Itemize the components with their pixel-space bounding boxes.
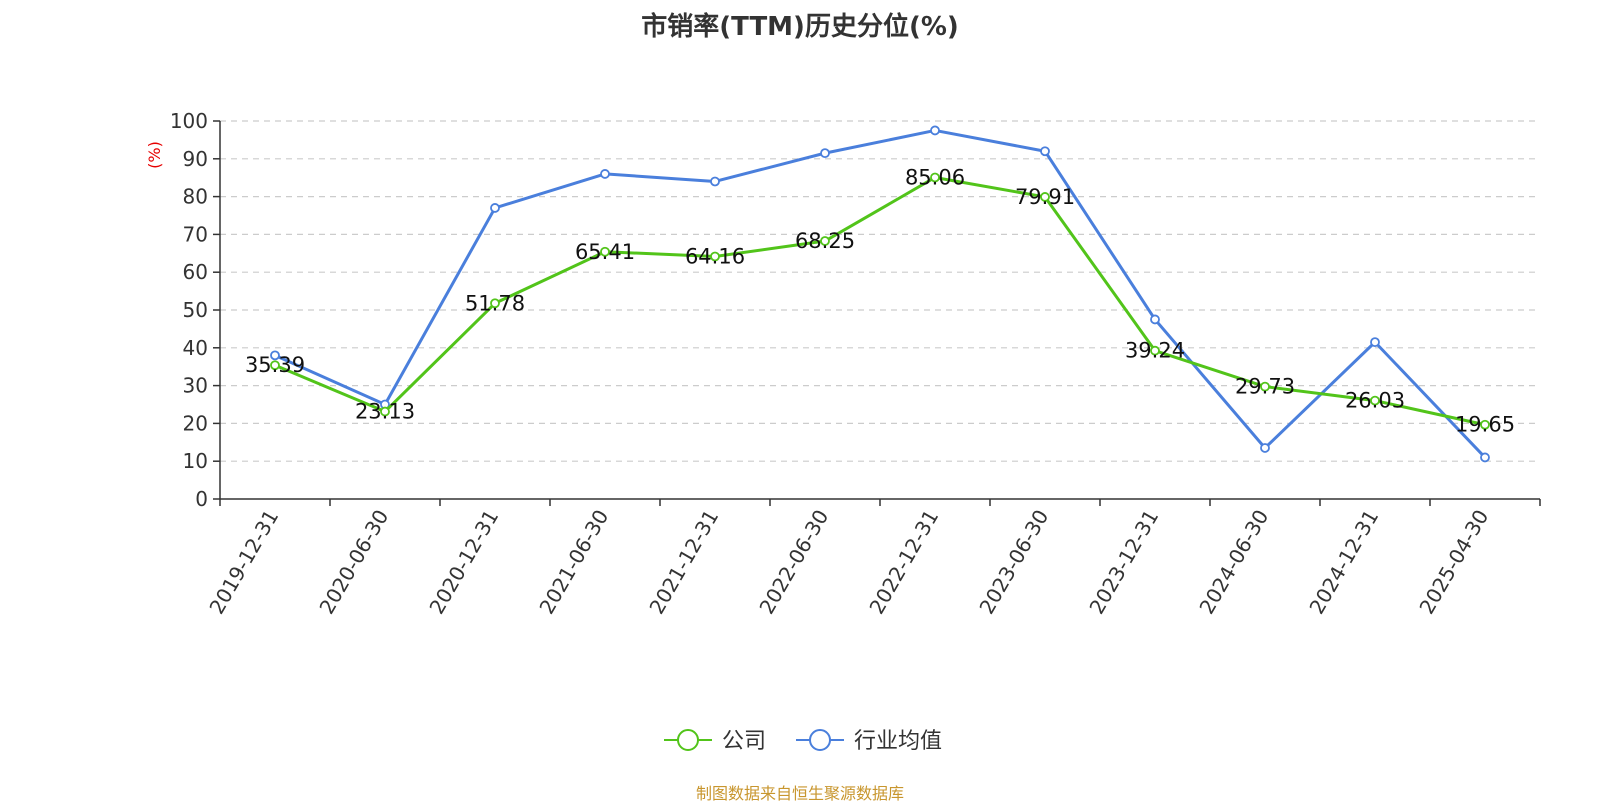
y-axis-label: (%) [145, 141, 164, 169]
data-point [820, 148, 830, 159]
data-point [1480, 419, 1490, 430]
data-label: 68.25 [795, 229, 855, 253]
y-tick-label: 90 [183, 147, 208, 171]
chart-title: 市销率(TTM)历史分位(%) [641, 12, 959, 42]
data-point [1370, 337, 1380, 348]
data-point [1040, 146, 1050, 157]
data-point [490, 298, 500, 309]
data-point [1260, 381, 1270, 392]
data-point [380, 406, 390, 417]
x-tick-label: 2024-06-30 [1194, 506, 1273, 619]
legend-label: 行业均值 [854, 729, 942, 754]
x-tick-label: 2025-04-30 [1414, 506, 1493, 619]
data-point [490, 203, 500, 213]
data-point [1040, 192, 1050, 202]
series-line-0 [274, 175, 1486, 427]
data-label: 26.03 [1345, 389, 1405, 413]
x-tick-label: 2021-06-30 [534, 506, 613, 619]
data-label: 39.24 [1125, 339, 1185, 363]
y-tick-label: 30 [183, 374, 208, 398]
data-label: 79.91 [1015, 185, 1075, 209]
data-point [1370, 395, 1380, 406]
data-point [270, 360, 280, 371]
axes: 0 10 20 30 40 50 60 70 80 90 100 2019-12-31 2020-06-… [170, 109, 1541, 619]
data-label: 64.16 [685, 244, 745, 268]
legend-marker [809, 729, 831, 751]
legend-marker [677, 729, 699, 751]
data-point [1150, 314, 1160, 325]
x-tick-label: 2021-12-31 [644, 506, 723, 619]
series-lines [270, 125, 1490, 463]
legend-label: 公司 [722, 729, 766, 754]
data-point [1260, 443, 1270, 453]
data-point [930, 172, 940, 183]
series-line-1 [274, 128, 1487, 459]
y-tick-label: 10 [183, 449, 208, 473]
data-label: 65.41 [575, 240, 635, 264]
x-tick-label: 2023-12-31 [1084, 506, 1163, 619]
grid-lines [220, 120, 1540, 462]
source-note: 制图数据来自恒生聚源数据库 [695, 784, 904, 803]
legend-item: 行业均值 [796, 729, 942, 754]
y-tick-label: 100 [170, 109, 208, 133]
data-point [710, 176, 720, 187]
y-tick-label: 40 [183, 336, 208, 360]
data-point [270, 350, 280, 361]
x-tick-label: 2023-06-30 [974, 506, 1053, 619]
data-point [710, 251, 720, 262]
x-tick-label: 2020-12-31 [424, 506, 503, 619]
y-tick-label: 20 [183, 411, 208, 435]
data-point [1150, 345, 1160, 356]
data-point [600, 169, 610, 179]
y-tick-label: 80 [183, 185, 208, 209]
data-label: 51.78 [465, 291, 525, 315]
data-labels: 35.39 23.13 51.78 65.41 64.16 68.25 85.06 79.91… [245, 165, 1515, 436]
data-label: 19.65 [1455, 413, 1515, 437]
y-tick-label: 0 [195, 487, 208, 511]
y-tick-label: 70 [183, 222, 208, 246]
data-point [1480, 452, 1490, 463]
data-label: 35.39 [245, 353, 305, 377]
data-point [930, 125, 940, 136]
data-point [600, 246, 610, 257]
data-point [820, 236, 830, 246]
data-label: 29.73 [1235, 375, 1295, 399]
x-tick-label: 2024-12-31 [1304, 506, 1383, 619]
data-label: 23.13 [355, 400, 415, 424]
y-tick-label: 60 [183, 260, 208, 284]
x-tick-label: 2019-12-31 [204, 506, 283, 619]
data-label: 85.06 [905, 165, 965, 189]
y-tick-label: 50 [183, 298, 208, 322]
x-tick-label: 2022-12-31 [864, 506, 943, 619]
x-tick-label: 2022-06-30 [754, 506, 833, 619]
legend: 公司 行业均值 [664, 729, 942, 754]
x-tick-label: 2020-06-30 [314, 506, 393, 619]
legend-item: 公司 [664, 729, 766, 754]
